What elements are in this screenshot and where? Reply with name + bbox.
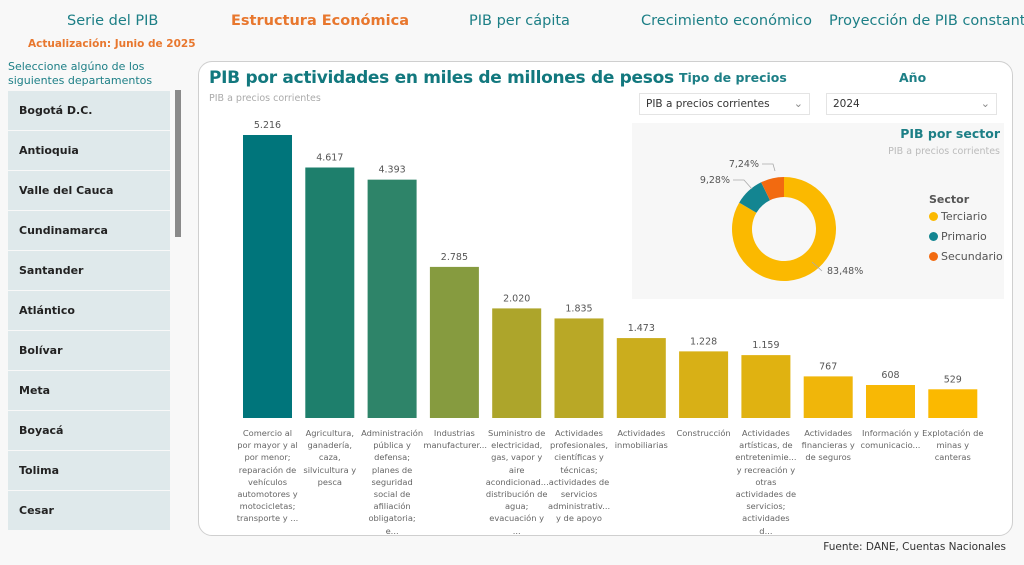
- tab-pib-per-capita[interactable]: PIB per cápita: [469, 13, 570, 29]
- x-axis-label: Suministro de electricidad, gas, vapor y ai…: [485, 428, 549, 536]
- chevron-down-icon: ⌄: [793, 97, 803, 110]
- x-axis-label: Industrias manufacturer...: [423, 428, 488, 451]
- donut-subtitle: PIB a precios corrientes: [888, 146, 1000, 157]
- department-item[interactable]: Valle del Cauca: [8, 171, 170, 210]
- bar-chart-title: PIB por actividades en miles de millones…: [209, 68, 674, 88]
- tab-crecimiento-economico[interactable]: Crecimiento económico: [641, 13, 812, 29]
- department-item[interactable]: Antioquia: [8, 131, 170, 170]
- bar[interactable]: [866, 385, 915, 418]
- price-type-label: Tipo de precios: [679, 70, 787, 85]
- donut-data-label: 9,28%: [700, 175, 730, 186]
- legend-dot-icon: [929, 232, 938, 241]
- donut-slice-secundario[interactable]: [761, 177, 784, 201]
- legend-label: Terciario: [941, 210, 988, 223]
- tab-estructura-economica[interactable]: Estructura Económica: [231, 13, 409, 29]
- tab-proyeccion-pib-constante[interactable]: Proyección de PIB constante: [829, 13, 1024, 29]
- bar[interactable]: [243, 135, 292, 418]
- department-item[interactable]: Cundinamarca: [8, 211, 170, 250]
- x-axis-label: Actividades financieras y de seguros: [801, 428, 855, 463]
- bar[interactable]: [492, 308, 542, 418]
- donut-leader-line: [811, 261, 823, 272]
- bar-value-label: 1.835: [565, 303, 592, 314]
- bar-value-label: 1.473: [628, 323, 655, 334]
- x-axis-label: Actividades inmobiliarias: [614, 428, 668, 451]
- donut-data-label: 83,48%: [827, 266, 863, 277]
- legend-label: Primario: [941, 230, 987, 243]
- department-list-scrollbar[interactable]: [175, 90, 181, 237]
- donut-leader-line: [733, 179, 753, 190]
- donut-slice-primario[interactable]: [739, 182, 770, 213]
- chevron-down-icon: ⌄: [980, 97, 990, 110]
- bar-value-label: 5.216: [254, 120, 281, 131]
- bar-chart: 5.216 4.617 4.393 2.785 2.020 1.835 1.473 1.228…: [243, 120, 978, 418]
- x-axis-label: Administración pública y defensa; planes de…: [361, 428, 424, 536]
- donut-title: PIB por sector: [900, 126, 1000, 141]
- x-axis-label: Explotación de minas y canteras: [922, 428, 984, 463]
- department-item[interactable]: Meta: [8, 371, 170, 410]
- bar-chart-subtitle: PIB a precios corrientes: [209, 93, 321, 104]
- tab-serie-del-pib[interactable]: Serie del PIB: [67, 13, 159, 29]
- department-item[interactable]: Bogotá D.C.: [8, 91, 170, 130]
- bar-value-label: 529: [944, 374, 962, 385]
- bar-value-label: 1.159: [752, 340, 779, 351]
- bar-value-label: 2.020: [503, 293, 530, 304]
- x-axis-label: Actividades artísticas, de entretenimie...…: [735, 428, 797, 536]
- bar-value-label: 4.393: [378, 165, 405, 176]
- legend-label: Secundario: [941, 250, 1003, 263]
- legend-title: Sector: [929, 193, 970, 206]
- bar[interactable]: [367, 179, 417, 418]
- year-value: 2024: [833, 98, 860, 110]
- main-chart-card: PIB por actividades en miles de millones…: [198, 61, 1013, 536]
- legend-dot-icon: [929, 212, 938, 221]
- donut-chart: 83,48% 9,28% 7,24%: [700, 159, 863, 281]
- top-navigation: Serie del PIB Estructura Económica PIB p…: [0, 0, 1024, 44]
- department-item[interactable]: Tolima: [8, 451, 170, 490]
- department-item[interactable]: Santander: [8, 251, 170, 290]
- year-dropdown[interactable]: 2024 ⌄: [826, 93, 997, 115]
- legend-item-secundario[interactable]: Secundario: [929, 250, 1003, 263]
- year-label: Año: [899, 70, 927, 85]
- price-type-dropdown[interactable]: PIB a precios corrientes ⌄: [639, 93, 810, 115]
- source-note: Fuente: DANE, Cuentas Nacionales: [823, 541, 1006, 553]
- legend-item-primario[interactable]: Primario: [929, 230, 987, 243]
- price-type-value: PIB a precios corrientes: [646, 98, 770, 110]
- bar-value-label: 608: [881, 370, 899, 381]
- department-item[interactable]: Boyacá: [8, 411, 170, 450]
- x-axis-label: Información y comunicacio...: [860, 428, 921, 451]
- donut-leader-line: [762, 163, 776, 172]
- x-axis-label: Agricultura, ganadería, caza, silvicultura …: [303, 428, 357, 487]
- x-axis-label: Comercio al por mayor y al por menor; repar…: [236, 428, 299, 524]
- donut-slice-terciario[interactable]: [731, 177, 836, 281]
- x-axis-label: Construcción: [676, 428, 731, 438]
- bar-value-label: 2.785: [441, 252, 468, 263]
- bar-value-label: 4.617: [316, 152, 343, 163]
- department-list: Bogotá D.C. Antioquia Valle del Cauca Cundi…: [8, 91, 170, 531]
- donut-data-label: 7,24%: [729, 159, 759, 170]
- bar-value-label: 767: [819, 361, 837, 372]
- sector-donut-panel: PIB por sector PIB a precios corrientes …: [632, 123, 1004, 299]
- department-item[interactable]: Cesar: [8, 491, 170, 530]
- bar[interactable]: [305, 167, 355, 418]
- department-item[interactable]: Bolívar: [8, 331, 170, 370]
- bar[interactable]: [679, 351, 729, 418]
- bar-value-label: 1.228: [690, 336, 717, 347]
- bar[interactable]: [741, 355, 791, 418]
- department-item[interactable]: Atlántico: [8, 291, 170, 330]
- bar[interactable]: [616, 338, 666, 418]
- legend-dot-icon: [929, 252, 938, 261]
- legend-item-terciario[interactable]: Terciario: [929, 210, 987, 223]
- bar[interactable]: [803, 376, 853, 418]
- bar[interactable]: [554, 318, 604, 418]
- department-prompt: Seleccione algúno de los siguientes depa…: [8, 60, 153, 87]
- update-date: Actualización: Junio de 2025: [28, 38, 196, 50]
- x-axis-label: Actividades profesionales, científicas y té…: [548, 428, 611, 524]
- bar[interactable]: [928, 389, 978, 418]
- bar[interactable]: [429, 266, 479, 418]
